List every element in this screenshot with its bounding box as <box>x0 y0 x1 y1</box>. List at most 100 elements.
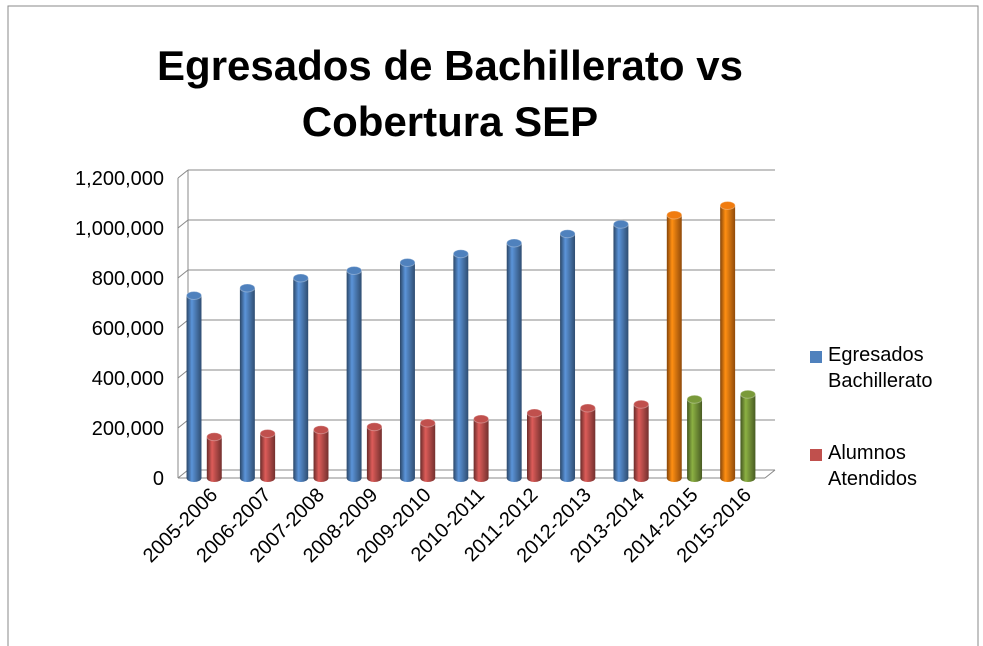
bar-body <box>580 408 596 478</box>
bar <box>206 432 223 482</box>
bar-base <box>506 474 522 482</box>
bar-base <box>293 474 309 482</box>
bar-body <box>613 224 629 478</box>
legend-swatch <box>810 351 822 363</box>
bar-base <box>239 474 255 482</box>
bar <box>419 418 436 482</box>
bar <box>346 266 363 482</box>
bar-top <box>452 249 469 259</box>
bar-body <box>239 288 255 478</box>
bar-base <box>473 474 489 482</box>
y-tick-label: 1,000,000 <box>75 218 164 240</box>
y-tick-label: 0 <box>153 468 164 490</box>
bar-base <box>580 474 596 482</box>
tick-mark <box>177 269 189 279</box>
bar <box>239 283 256 482</box>
bar-top <box>526 408 543 418</box>
bar-body <box>453 253 469 478</box>
bar-body <box>260 433 276 478</box>
tick-mark <box>177 319 189 329</box>
bar <box>579 403 596 482</box>
bar-body <box>399 262 415 478</box>
bar-base <box>206 474 222 482</box>
chart-title: Egresados de Bachillerato vs Cobertura S… <box>157 42 743 145</box>
bar-body <box>293 278 309 478</box>
chart-frame <box>7 5 979 646</box>
tick-mark <box>177 219 189 229</box>
bar-body <box>633 404 649 478</box>
bar-base <box>687 474 703 482</box>
bar <box>186 291 202 482</box>
legend-label: Alumnos Atendidos <box>828 442 917 490</box>
bar-body <box>473 419 489 478</box>
bar-top <box>292 273 309 283</box>
bar-top <box>399 258 416 267</box>
bar-body <box>420 423 436 478</box>
bar-top <box>346 266 363 275</box>
bar-base <box>526 474 542 482</box>
bar-body <box>313 429 329 478</box>
bar-top <box>239 283 256 293</box>
bar-base <box>453 474 469 482</box>
floor-right <box>764 469 776 479</box>
bar-top <box>206 432 223 442</box>
bar-top <box>579 403 596 413</box>
bar-base <box>720 474 736 482</box>
bar <box>526 408 543 482</box>
bar-body <box>206 436 222 478</box>
bar-body <box>366 426 382 478</box>
bar-body <box>186 295 202 478</box>
bar-top <box>559 229 576 239</box>
bar <box>473 414 490 482</box>
bar-body <box>346 270 362 478</box>
bar <box>666 210 683 482</box>
y-tick-label: 200,000 <box>92 418 164 440</box>
bar <box>739 389 756 482</box>
bar-base <box>613 474 629 482</box>
y-tick-label: 400,000 <box>92 368 164 390</box>
bar <box>506 238 523 482</box>
tick-mark <box>177 419 189 429</box>
bar-top <box>666 210 683 220</box>
bar-top <box>186 291 202 300</box>
bar-base <box>420 474 436 482</box>
bar-body <box>526 413 542 478</box>
bar-top <box>259 429 276 438</box>
y-tick-label: 800,000 <box>92 268 164 290</box>
bar-body <box>687 399 703 478</box>
bar <box>259 429 276 482</box>
bar <box>366 422 383 482</box>
bar-base <box>560 474 576 482</box>
bar-base <box>346 474 362 482</box>
bar-base <box>186 474 202 482</box>
bar <box>452 249 469 482</box>
legend-label: Egresados Bachillerato <box>828 344 933 392</box>
tick-mark <box>177 369 189 379</box>
bar <box>399 258 416 482</box>
legend-swatch <box>810 449 822 461</box>
bar-body <box>666 215 682 478</box>
bar-body <box>560 233 576 478</box>
bar-body <box>720 205 736 478</box>
bar-base <box>740 474 756 482</box>
bar-base <box>633 474 649 482</box>
bar <box>313 425 329 482</box>
bar-top <box>366 422 383 432</box>
bar <box>612 219 629 482</box>
bar-base <box>399 474 415 482</box>
bar-top <box>473 414 490 424</box>
bar-body <box>740 394 756 478</box>
bar-top <box>419 418 436 428</box>
bar <box>633 399 650 482</box>
y-tick-label: 600,000 <box>92 318 164 340</box>
bar-top <box>506 238 523 248</box>
tick-mark <box>177 469 189 479</box>
bar <box>719 201 736 482</box>
bar-top <box>686 394 703 404</box>
bar-top <box>633 399 650 409</box>
bar <box>292 273 309 482</box>
bar-top <box>719 201 736 210</box>
bar-base <box>260 474 276 482</box>
